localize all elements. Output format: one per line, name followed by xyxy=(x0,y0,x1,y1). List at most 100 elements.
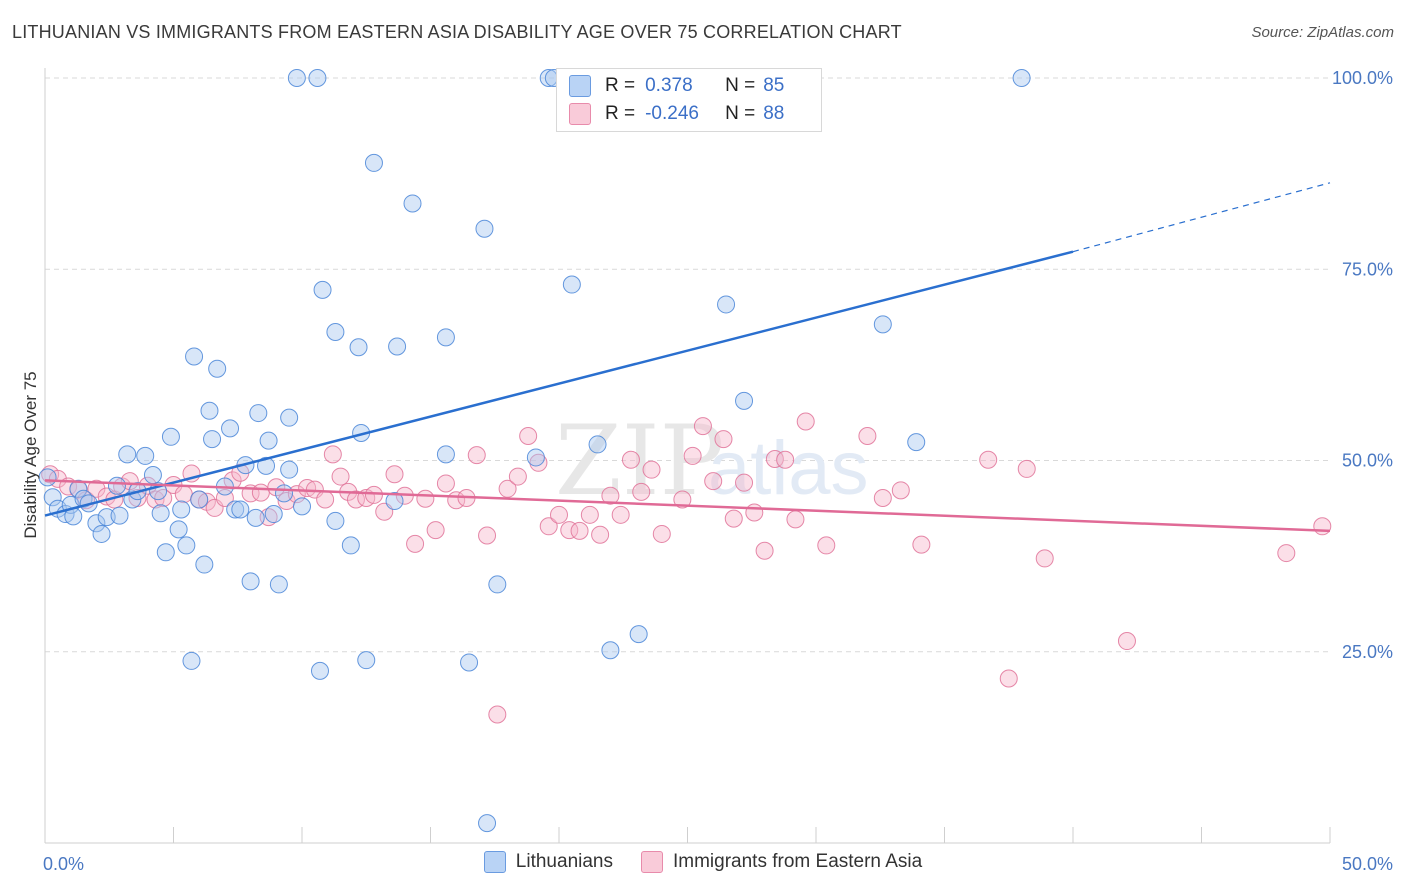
point-lithuanians xyxy=(385,492,404,511)
point-immigrants xyxy=(704,472,723,491)
point-immigrants xyxy=(1313,517,1332,536)
point-lithuanians xyxy=(601,641,620,660)
trend-line-immigrants xyxy=(44,479,1331,533)
point-lithuanians xyxy=(38,468,57,487)
point-immigrants xyxy=(467,446,486,465)
point-lithuanians xyxy=(313,280,332,299)
point-immigrants xyxy=(251,483,270,502)
point-lithuanians xyxy=(717,295,736,314)
point-lithuanians xyxy=(280,408,299,427)
point-lithuanians xyxy=(280,460,299,479)
chart-title: LITHUANIAN VS IMMIGRANTS FROM EASTERN AS… xyxy=(12,22,902,42)
point-lithuanians xyxy=(69,479,88,498)
point-lithuanians xyxy=(185,347,204,366)
legend-n-label: N = xyxy=(725,103,756,124)
point-immigrants xyxy=(1035,549,1054,568)
point-immigrants xyxy=(714,430,733,449)
y-tick-label: 50.0% xyxy=(1342,451,1393,471)
x-tick-label-min: 0.0% xyxy=(43,854,84,874)
point-lithuanians xyxy=(43,488,62,507)
point-lithuanians xyxy=(177,536,196,555)
point-lithuanians xyxy=(364,153,383,172)
point-lithuanians xyxy=(259,431,278,450)
point-immigrants xyxy=(591,525,610,544)
point-lithuanians xyxy=(169,520,188,539)
watermark: ZIP atlas xyxy=(555,405,869,517)
legend-swatch-lithuanians xyxy=(483,851,506,873)
point-immigrants xyxy=(858,427,877,446)
legend-swatch-pink xyxy=(569,103,591,125)
point-lithuanians xyxy=(118,445,137,464)
legend-swatch-immigrants xyxy=(641,851,663,873)
grid-lines xyxy=(45,77,1330,653)
point-lithuanians xyxy=(562,275,581,294)
point-immigrants xyxy=(580,505,599,524)
legend-r-label: R = xyxy=(605,75,636,96)
trend-lines xyxy=(44,182,1331,533)
point-lithuanians xyxy=(388,337,407,356)
point-immigrants xyxy=(416,489,435,508)
legend-item-immigrants[interactable]: Immigrants from Eastern Asia xyxy=(641,851,922,873)
point-lithuanians xyxy=(403,194,422,213)
point-lithuanians xyxy=(269,575,288,594)
x-tick-labels: 0.0% 50.0% xyxy=(43,854,1393,874)
legend-n-value-immigrants: 88 xyxy=(763,103,785,124)
point-lithuanians xyxy=(1012,69,1031,87)
point-lithuanians xyxy=(588,435,607,454)
point-immigrants xyxy=(796,412,815,431)
point-lithuanians xyxy=(195,555,214,574)
point-immigrants xyxy=(652,524,671,543)
point-immigrants xyxy=(1017,459,1036,478)
axes xyxy=(44,68,1331,844)
watermark-atlas: atlas xyxy=(708,426,869,511)
point-immigrants xyxy=(724,509,743,528)
point-immigrants xyxy=(298,479,317,498)
legend-n-value-lithuanians: 85 xyxy=(763,75,785,96)
point-immigrants xyxy=(999,669,1018,688)
point-lithuanians xyxy=(460,653,479,672)
point-immigrants xyxy=(621,450,640,469)
point-immigrants xyxy=(632,482,651,501)
point-lithuanians xyxy=(249,404,268,423)
point-immigrants xyxy=(979,450,998,469)
point-lithuanians xyxy=(907,433,926,452)
point-lithuanians xyxy=(190,490,209,509)
point-lithuanians xyxy=(475,219,494,238)
point-lithuanians xyxy=(246,508,265,527)
point-immigrants xyxy=(611,505,630,524)
point-immigrants xyxy=(817,536,836,555)
legend-label-lithuanians: Lithuanians xyxy=(515,851,613,872)
point-lithuanians xyxy=(436,328,455,347)
point-immigrants xyxy=(519,427,538,446)
point-lithuanians xyxy=(226,500,245,519)
point-lithuanians xyxy=(231,500,250,519)
point-lithuanians xyxy=(357,651,376,670)
point-immigrants xyxy=(436,474,455,493)
point-lithuanians xyxy=(349,338,368,357)
point-immigrants xyxy=(1277,544,1296,563)
point-lithuanians xyxy=(257,456,276,475)
point-immigrants xyxy=(755,541,774,560)
point-immigrants xyxy=(891,481,910,500)
point-lithuanians xyxy=(275,484,294,503)
point-lithuanians xyxy=(341,536,360,555)
point-immigrants xyxy=(745,503,764,522)
legend-label-immigrants: Immigrants from Eastern Asia xyxy=(673,851,923,872)
point-lithuanians xyxy=(92,524,111,543)
point-lithuanians xyxy=(161,427,180,446)
point-immigrants xyxy=(786,510,805,529)
series-immigrants-points xyxy=(41,412,1332,724)
point-immigrants xyxy=(331,467,350,486)
point-immigrants xyxy=(642,460,661,479)
point-immigrants xyxy=(426,521,445,540)
point-immigrants xyxy=(364,485,383,504)
point-immigrants xyxy=(570,521,589,540)
legend-r-value-immigrants: -0.246 xyxy=(645,103,699,124)
point-immigrants xyxy=(673,490,692,509)
point-lithuanians xyxy=(156,543,175,562)
point-immigrants xyxy=(508,467,527,486)
legend-item-lithuanians[interactable]: Lithuanians xyxy=(483,851,613,873)
y-tick-label: 25.0% xyxy=(1342,642,1393,662)
point-lithuanians xyxy=(151,504,170,523)
